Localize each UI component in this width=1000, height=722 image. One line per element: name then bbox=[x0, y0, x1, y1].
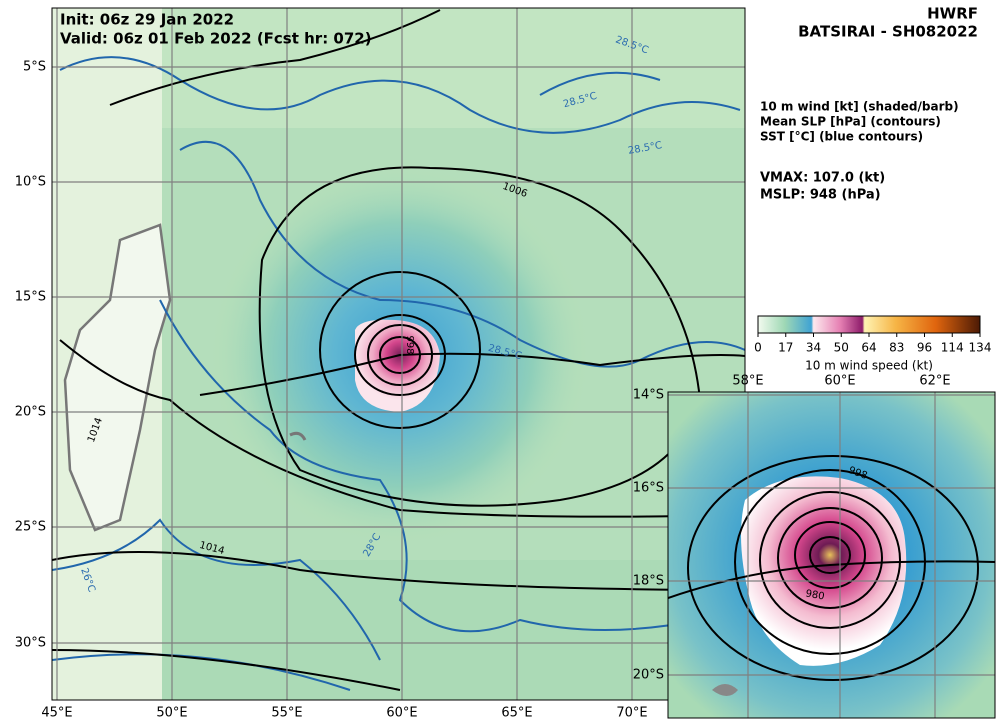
inset-lat-label: 20°S bbox=[633, 668, 664, 683]
lat-label: 5°S bbox=[23, 60, 46, 75]
colorbar-tick-label: 0 bbox=[754, 341, 762, 355]
inset-lon-label: 58°E bbox=[732, 374, 763, 389]
colorbar-tick-label: 96 bbox=[917, 341, 932, 355]
mslp: MSLP: 948 (hPa) bbox=[760, 188, 881, 203]
main-grid bbox=[52, 8, 745, 700]
inset-grid bbox=[668, 392, 995, 718]
inset-lon-label: 60°E bbox=[824, 374, 855, 389]
colorbar-label: 10 m wind speed (kt) bbox=[805, 359, 933, 373]
lon-label: 70°E bbox=[616, 706, 647, 721]
lat-label: 25°S bbox=[15, 520, 46, 535]
colorbar-tick-label: 34 bbox=[806, 341, 821, 355]
lon-label: 55°E bbox=[271, 706, 302, 721]
inset-lon-label: 62°E bbox=[919, 374, 950, 389]
inset-frame bbox=[667, 391, 996, 719]
lon-label: 45°E bbox=[41, 706, 72, 721]
colorbar-tick-label: 17 bbox=[778, 341, 793, 355]
vmax: VMAX: 107.0 (kt) bbox=[760, 171, 885, 186]
storm-title: BATSIRAI - SH082022 bbox=[798, 23, 978, 41]
colorbar-tick-label: 114 bbox=[941, 341, 964, 355]
lon-label: 60°E bbox=[386, 706, 417, 721]
colorbar-tick-label: 83 bbox=[889, 341, 904, 355]
inset-lat-label: 18°S bbox=[633, 574, 664, 589]
lat-label: 10°S bbox=[15, 175, 46, 190]
contour-label: 998 bbox=[404, 335, 415, 354]
model-title: HWRF bbox=[927, 5, 978, 23]
valid-text: Valid: 06z 01 Feb 2022 (Fcst hr: 072) bbox=[60, 30, 372, 48]
lon-label: 50°E bbox=[156, 706, 187, 721]
main-map bbox=[52, 8, 745, 700]
lat-label: 20°S bbox=[15, 405, 46, 420]
inset-contour-label: 980 bbox=[805, 588, 826, 602]
colorbar-tick-label: 134 bbox=[969, 341, 992, 355]
inset-lat-label: 16°S bbox=[633, 481, 664, 496]
init-text: Init: 06z 29 Jan 2022 bbox=[60, 11, 234, 29]
inset-map bbox=[668, 392, 995, 718]
legend-line: 10 m wind [kt] (shaded/barb) bbox=[760, 100, 959, 114]
lat-label: 15°S bbox=[15, 290, 46, 305]
main-frame bbox=[51, 7, 746, 701]
colorbar-tick-label: 50 bbox=[834, 341, 849, 355]
colorbar-tick-label: 64 bbox=[861, 341, 876, 355]
lon-label: 65°E bbox=[501, 706, 532, 721]
legend-line: Mean SLP [hPa] (contours) bbox=[760, 115, 941, 129]
inset-lat-label: 14°S bbox=[633, 388, 664, 403]
lat-label: 30°S bbox=[15, 636, 46, 651]
legend: 10 m wind [kt] (shaded/barb)Mean SLP [hP… bbox=[760, 100, 959, 144]
legend-line: SST [°C] (blue contours) bbox=[760, 130, 923, 144]
colorbar: 0 17 34 50 64 83 96 114 134 bbox=[754, 315, 992, 355]
